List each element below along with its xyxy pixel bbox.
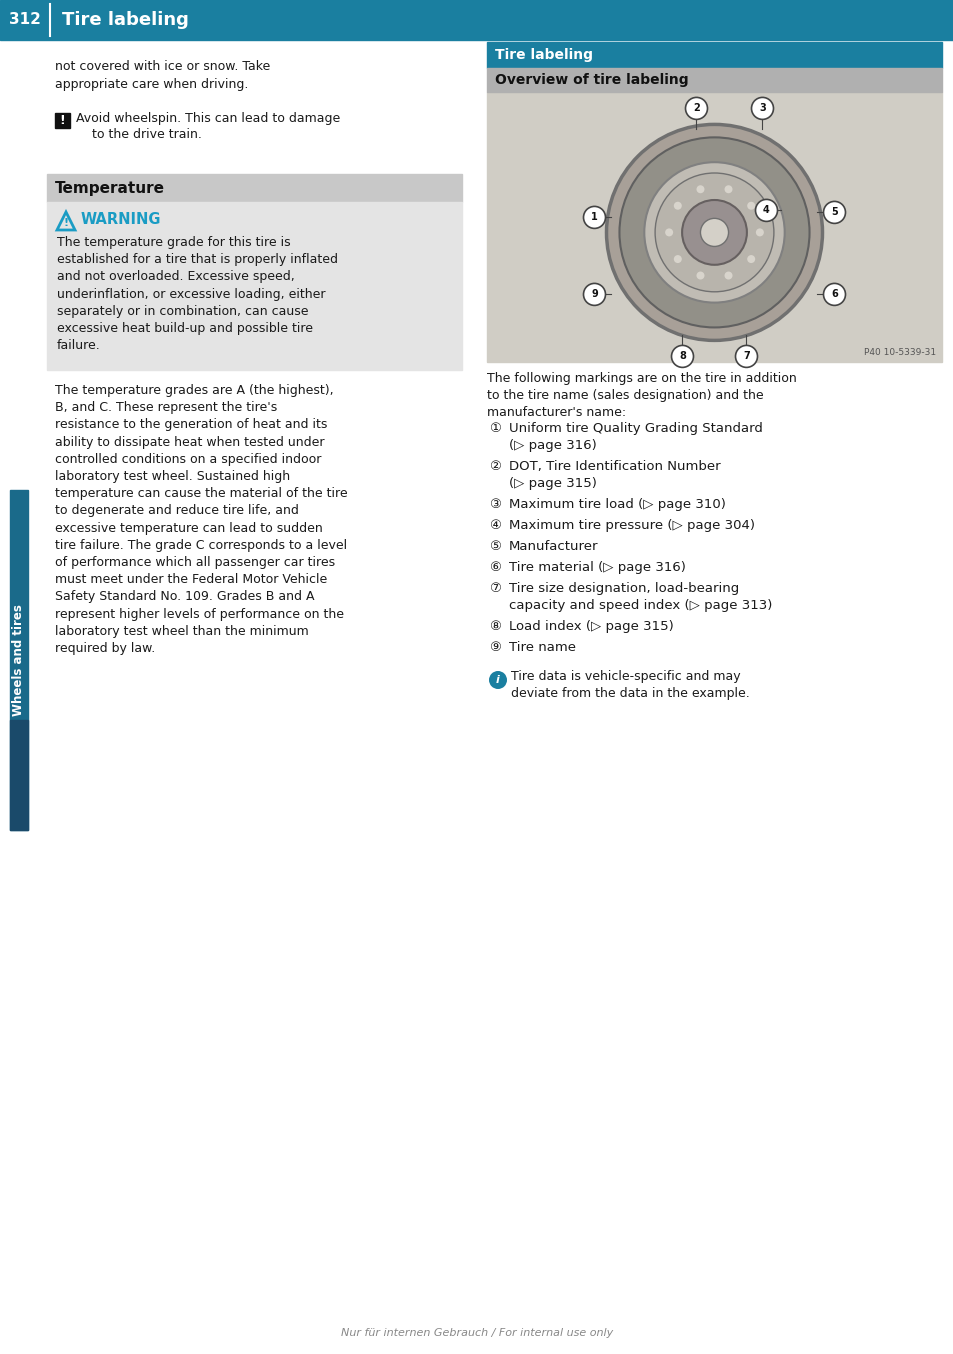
- Text: Tire material (▷ page 316): Tire material (▷ page 316): [509, 561, 685, 574]
- Text: DOT, Tire Identification Number
(▷ page 315): DOT, Tire Identification Number (▷ page …: [509, 460, 720, 490]
- Bar: [486, 42, 941, 68]
- Circle shape: [655, 173, 773, 292]
- Text: 8: 8: [679, 352, 685, 362]
- Text: ⑥: ⑥: [489, 561, 500, 574]
- Text: Load index (▷ page 315): Load index (▷ page 315): [509, 620, 673, 634]
- Text: ②: ②: [489, 460, 500, 473]
- Text: Wheels and tires: Wheels and tires: [12, 604, 26, 716]
- Circle shape: [700, 218, 728, 246]
- Text: ⑧: ⑧: [489, 620, 500, 634]
- Text: ③: ③: [489, 498, 500, 510]
- Text: ④: ④: [489, 519, 500, 532]
- Text: The following markings are on the tire in addition
to the tire name (sales desig: The following markings are on the tire i…: [486, 372, 796, 418]
- Circle shape: [643, 162, 784, 302]
- Circle shape: [755, 229, 763, 237]
- Text: !: !: [59, 114, 66, 127]
- Circle shape: [664, 229, 673, 237]
- Text: Avoid wheelspin. This can lead to damage: Avoid wheelspin. This can lead to damage: [76, 112, 340, 125]
- Circle shape: [673, 202, 681, 210]
- Text: Manufacturer: Manufacturer: [509, 540, 598, 552]
- Text: ①: ①: [489, 422, 500, 435]
- Bar: [486, 92, 941, 362]
- Text: 6: 6: [830, 290, 837, 299]
- Text: The temperature grades are A (the highest),
B, and C. These represent the tire's: The temperature grades are A (the highes…: [55, 385, 347, 655]
- Text: to the drive train.: to the drive train.: [91, 129, 202, 141]
- Text: 9: 9: [591, 290, 598, 299]
- Text: WARNING: WARNING: [81, 213, 161, 227]
- Text: !: !: [63, 218, 69, 229]
- Text: Tire data is vehicle-specific and may
deviate from the data in the example.: Tire data is vehicle-specific and may de…: [511, 670, 749, 700]
- Circle shape: [751, 97, 773, 119]
- Circle shape: [606, 125, 821, 340]
- Bar: [10, 490, 28, 830]
- Bar: [0, 0, 953, 41]
- Text: 3: 3: [759, 103, 765, 114]
- Circle shape: [822, 283, 844, 306]
- Circle shape: [696, 185, 703, 194]
- Circle shape: [583, 283, 605, 306]
- Text: ⑨: ⑨: [489, 640, 500, 654]
- Text: Uniform tire Quality Grading Standard
(▷ page 316): Uniform tire Quality Grading Standard (▷…: [509, 422, 762, 452]
- Bar: [47, 175, 461, 202]
- Circle shape: [681, 200, 746, 265]
- Text: Tire labeling: Tire labeling: [62, 11, 189, 28]
- Text: Overview of tire labeling: Overview of tire labeling: [495, 73, 688, 87]
- Circle shape: [673, 255, 681, 263]
- Text: Tire name: Tire name: [509, 640, 576, 654]
- Circle shape: [723, 272, 732, 279]
- Circle shape: [735, 345, 757, 367]
- Text: P40 10-5339-31: P40 10-5339-31: [863, 348, 935, 357]
- Text: 312: 312: [9, 12, 41, 27]
- Circle shape: [696, 272, 703, 279]
- Bar: [55, 112, 70, 129]
- Text: Tire size designation, load-bearing
capacity and speed index (▷ page 313): Tire size designation, load-bearing capa…: [509, 582, 772, 612]
- Bar: [47, 202, 461, 370]
- Text: 1: 1: [591, 213, 598, 222]
- Circle shape: [618, 137, 809, 328]
- Circle shape: [583, 206, 605, 229]
- Circle shape: [671, 345, 693, 367]
- Text: 2: 2: [693, 103, 700, 114]
- Text: Nur für internen Gebrauch / For internal use only: Nur für internen Gebrauch / For internal…: [340, 1328, 613, 1338]
- Text: Temperature: Temperature: [55, 180, 165, 195]
- Bar: [10, 720, 28, 830]
- Text: Tire labeling: Tire labeling: [495, 47, 593, 62]
- Circle shape: [746, 255, 755, 263]
- Text: Maximum tire load (▷ page 310): Maximum tire load (▷ page 310): [509, 498, 725, 510]
- Text: not covered with ice or snow. Take
appropriate care when driving.: not covered with ice or snow. Take appro…: [55, 60, 270, 91]
- Text: i: i: [496, 676, 499, 685]
- Circle shape: [755, 199, 777, 222]
- Text: The temperature grade for this tire is
established for a tire that is properly i: The temperature grade for this tire is e…: [57, 236, 337, 352]
- Circle shape: [746, 202, 755, 210]
- Circle shape: [685, 97, 707, 119]
- Circle shape: [822, 202, 844, 223]
- Text: 5: 5: [830, 207, 837, 218]
- Circle shape: [489, 672, 506, 689]
- Text: ⑤: ⑤: [489, 540, 500, 552]
- Text: Maximum tire pressure (▷ page 304): Maximum tire pressure (▷ page 304): [509, 519, 754, 532]
- Text: ⑦: ⑦: [489, 582, 500, 594]
- Text: 7: 7: [742, 352, 749, 362]
- Text: 4: 4: [762, 206, 769, 215]
- Bar: [486, 68, 941, 92]
- Circle shape: [723, 185, 732, 194]
